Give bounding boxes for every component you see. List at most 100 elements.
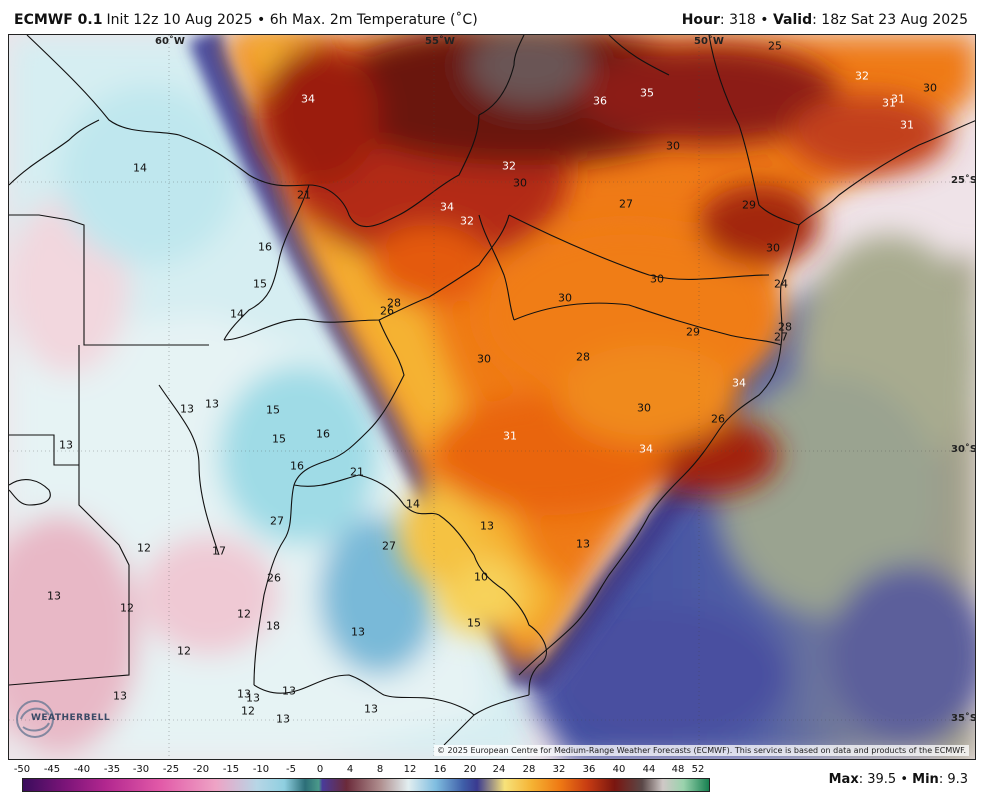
colorbar-tick: 44 (642, 764, 656, 775)
lon-label-50w: 50˚W (694, 36, 724, 47)
temp-value-label: 13 (113, 689, 127, 703)
colorbar-tick: 28 (522, 764, 536, 775)
temp-value-label: 32 (855, 69, 869, 83)
init-label: Init 12z 10 Aug 2025 (106, 12, 253, 28)
temp-value-label: 13 (282, 684, 296, 698)
temp-value-label: 31 (891, 92, 905, 106)
temp-value-label: 26 (380, 304, 394, 318)
temp-value-label: 12 (237, 607, 251, 621)
temp-value-label: 12 (137, 541, 151, 555)
temp-value-label: 14 (133, 161, 147, 175)
temp-value-label: 34 (732, 376, 746, 390)
temp-value-label: 13 (480, 519, 494, 533)
colorbar-tick: -50 (13, 764, 31, 775)
colorbar-tick: -45 (43, 764, 61, 775)
colorbar-tick: 0 (316, 764, 324, 775)
temp-value-label: 31 (900, 118, 914, 132)
temp-value-label: 21 (297, 188, 311, 202)
title-separator: • (257, 12, 266, 28)
lon-label-55w: 55˚W (425, 36, 455, 47)
temp-value-label: 27 (619, 197, 633, 211)
temp-value-label: 30 (477, 352, 491, 366)
colorbar-tick: -35 (103, 764, 121, 775)
temp-value-label: 28 (778, 320, 792, 334)
temp-value-label: 25 (768, 39, 782, 53)
graticule (9, 35, 975, 759)
temp-value-label: 28 (387, 296, 401, 310)
temp-value-label: 17 (212, 544, 226, 558)
temp-value-label: 27 (270, 514, 284, 528)
colorbar-tick: 4 (346, 764, 354, 775)
temperature-map[interactable]: 60˚W 55˚W 50˚W 25˚S 30˚S 35˚S 34 36 35 3… (8, 34, 976, 760)
temp-value-label: 13 (276, 712, 290, 726)
temp-value-label: 30 (637, 401, 651, 415)
temp-value-label: 30 (666, 139, 680, 153)
colorbar-tick: 48 (671, 764, 685, 775)
temp-value-label: 13 (205, 397, 219, 411)
min-value: : 9.3 (938, 772, 968, 787)
temp-value-label: 13 (246, 691, 260, 705)
logo-wordmark: WEATHERBELL (31, 713, 111, 723)
valid-value: : 18z Sat 23 Aug 2025 (812, 12, 968, 28)
temp-value-label: 34 (440, 200, 454, 214)
model-name: ECMWF 0.1 (14, 12, 103, 28)
colorbar-tick: 8 (376, 764, 384, 775)
stats-separator: • (900, 772, 909, 787)
temp-value-label: 31 (503, 429, 517, 443)
borders (9, 35, 975, 746)
temp-value-label: 18 (266, 619, 280, 633)
temp-value-label: 30 (558, 291, 572, 305)
map-shading (9, 35, 975, 759)
colorbar-legend: -50 -45 -40 -35 -30 -25 -20 -15 -10 -5 0… (8, 762, 710, 806)
colorbar-tick: -10 (252, 764, 270, 775)
temp-value-label: 10 (474, 570, 488, 584)
temp-value-label: 13 (47, 589, 61, 603)
colorbar-tick: 24 (492, 764, 506, 775)
valid-separator: • (760, 12, 769, 28)
temp-value-label: 27 (774, 330, 788, 344)
temp-value-label: 13 (351, 625, 365, 639)
temp-value-label: 27 (382, 539, 396, 553)
temp-value-label: 30 (513, 176, 527, 190)
temp-value-label: 15 (272, 432, 286, 446)
colorbar-tick: 12 (403, 764, 417, 775)
lat-label-35s: 35˚S (951, 713, 976, 724)
temp-value-label: 24 (774, 277, 788, 291)
temp-value-label: 21 (350, 465, 364, 479)
temp-value-label: 15 (253, 277, 267, 291)
temp-value-label: 32 (502, 159, 516, 173)
weatherbell-logo: WEATHERBELL (13, 697, 110, 741)
temp-value-label: 16 (316, 427, 330, 441)
temp-value-label: 34 (639, 442, 653, 456)
colorbar-tick: -20 (192, 764, 210, 775)
lat-label-25s: 25˚S (951, 175, 976, 186)
logo-swirl-icon (16, 700, 54, 738)
temp-value-label: 13 (576, 537, 590, 551)
colorbar-tick: -25 (162, 764, 180, 775)
temp-value-label: 16 (290, 459, 304, 473)
hour-value: : 318 (719, 12, 756, 28)
temp-value-label: 26 (711, 412, 725, 426)
max-label: Max (828, 772, 859, 787)
temp-value-label: 26 (267, 571, 281, 585)
temp-value-label: 12 (177, 644, 191, 658)
temp-value-label: 13 (237, 687, 251, 701)
temp-value-label: 14 (230, 307, 244, 321)
colorbar-tick: 36 (582, 764, 596, 775)
temp-value-label: 15 (467, 616, 481, 630)
temp-value-label: 28 (576, 350, 590, 364)
temp-value-label: 14 (406, 497, 420, 511)
temp-value-label: 13 (59, 438, 73, 452)
colorbar-strip (22, 778, 710, 792)
temp-value-label: 31 (882, 96, 896, 110)
temp-value-label: 29 (742, 198, 756, 212)
hour-label: Hour (681, 12, 720, 28)
colorbar-tick: 52 (691, 764, 705, 775)
temp-value-label: 30 (650, 272, 664, 286)
min-label: Min (912, 772, 939, 787)
max-value: : 39.5 (858, 772, 897, 787)
temp-value-label: 16 (258, 240, 272, 254)
temp-value-label: 12 (120, 601, 134, 615)
temp-value-label: 15 (266, 403, 280, 417)
temp-value-label: 35 (640, 86, 654, 100)
